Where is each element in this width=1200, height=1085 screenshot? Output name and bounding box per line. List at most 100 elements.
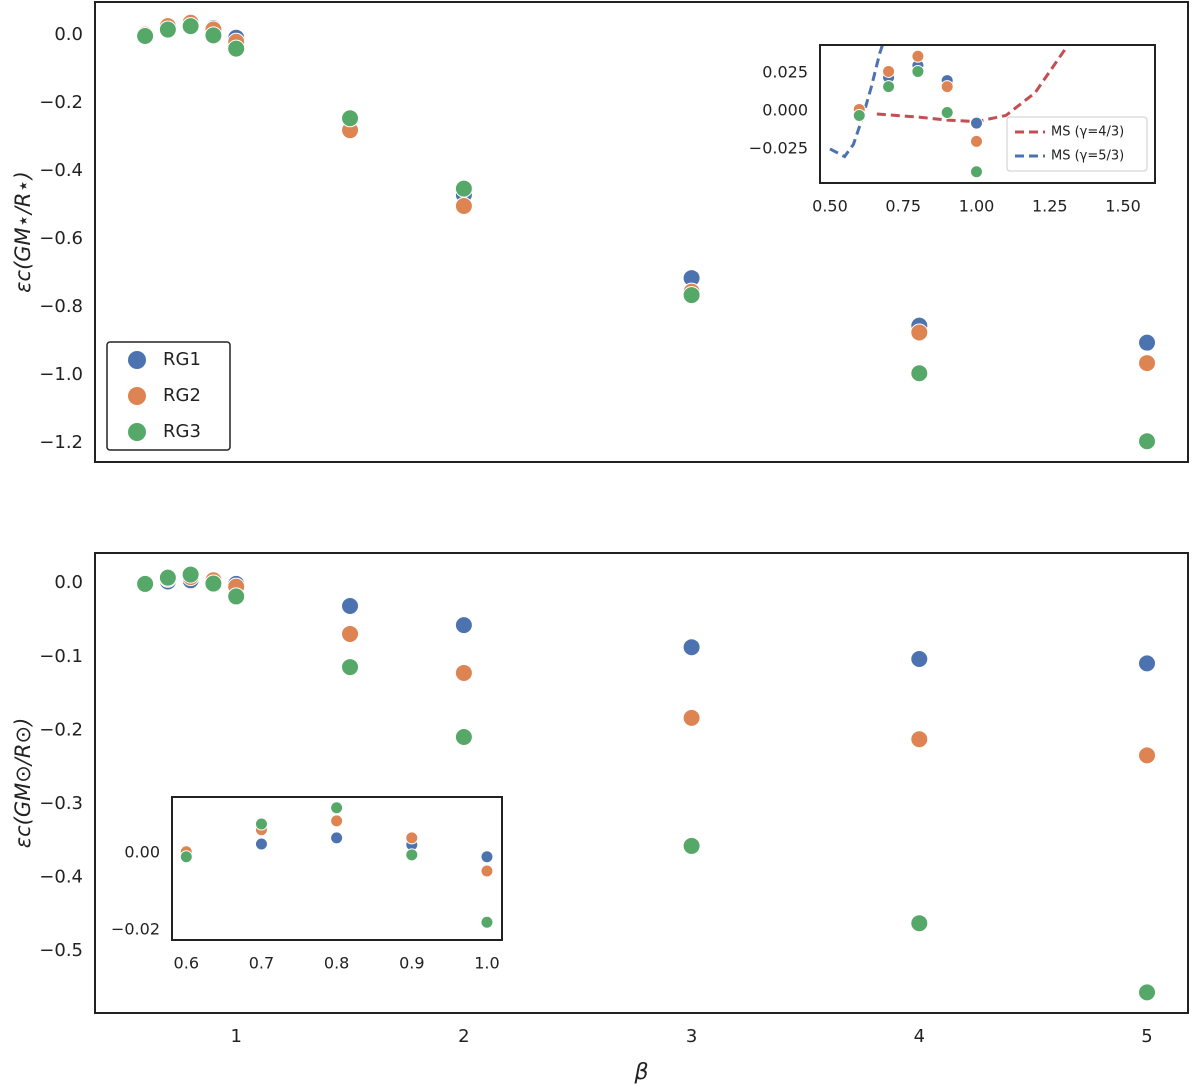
- y-tick-label: 0.025: [762, 62, 808, 81]
- point: [181, 17, 200, 36]
- legend-label: MS (γ=5/3): [1051, 149, 1124, 164]
- point: [330, 801, 344, 815]
- plot-background: [95, 553, 1188, 1013]
- point: [940, 80, 954, 94]
- point: [480, 850, 494, 864]
- point: [970, 134, 984, 148]
- point: [405, 848, 419, 862]
- point: [940, 105, 954, 119]
- point: [882, 64, 896, 78]
- axes-frame: [94, 1, 1189, 463]
- point: [970, 165, 984, 179]
- x-tick-label: 1.0: [474, 954, 499, 973]
- point: [341, 109, 360, 128]
- y-axis-label: εc(GM⊙/R⊙): [11, 718, 35, 849]
- plot-area: [829, 45, 1070, 179]
- plot-area: [136, 13, 1157, 451]
- point: [1138, 746, 1157, 765]
- x-tick-label: 2: [458, 1026, 469, 1047]
- point: [911, 64, 925, 78]
- x-tick-label: 1.00: [959, 197, 995, 216]
- plot-area: [179, 801, 494, 929]
- y-tick-label: 0.000: [762, 100, 808, 119]
- point: [1138, 983, 1157, 1002]
- x-tick-label: 5: [1141, 1026, 1152, 1047]
- point: [181, 565, 200, 584]
- point: [910, 914, 929, 933]
- legend-box: [1006, 116, 1148, 172]
- y-tick-label: −0.025: [749, 138, 808, 157]
- point: [254, 837, 268, 851]
- x-tick-label: 1.50: [1105, 197, 1141, 216]
- y-axis-label: εc(GM⋆/R⋆): [11, 171, 35, 293]
- point: [1138, 333, 1157, 352]
- y-tick-label: 0.0: [54, 24, 83, 45]
- point: [682, 836, 701, 855]
- x-tick-label: 0.50: [812, 197, 848, 216]
- point: [1138, 354, 1157, 373]
- y-tick-label: −1.0: [39, 364, 83, 385]
- point: [204, 26, 223, 45]
- legend-label: MS (γ=4/3): [1051, 125, 1124, 140]
- legend-label: RG3: [163, 421, 201, 442]
- x-tick-label: 1.25: [1032, 197, 1068, 216]
- point: [254, 817, 268, 831]
- legend-label: RG1: [163, 349, 201, 370]
- x-tick-label: 0.6: [174, 954, 199, 973]
- point: [970, 116, 984, 130]
- axes-frame: [171, 796, 503, 941]
- y-tick-label: −0.02: [111, 919, 160, 938]
- point: [682, 638, 701, 657]
- y-tick-label: −0.4: [39, 867, 83, 888]
- point: [341, 624, 360, 643]
- y-tick-label: 0.0: [54, 572, 83, 593]
- point: [454, 196, 473, 215]
- x-tick-label: 0.75: [885, 197, 921, 216]
- point: [136, 26, 155, 45]
- point: [405, 831, 419, 845]
- point: [341, 596, 360, 615]
- y-tick-label: 0.00: [124, 842, 160, 861]
- point: [179, 850, 193, 864]
- y-tick-label: −0.6: [39, 228, 83, 249]
- x-axis-label: β: [633, 1060, 648, 1085]
- point: [341, 658, 360, 677]
- point: [454, 616, 473, 635]
- y-tick-label: −0.3: [39, 793, 83, 814]
- y-tick-label: −1.2: [39, 432, 83, 453]
- point: [1138, 654, 1157, 673]
- x-tick-label: 4: [914, 1026, 925, 1047]
- point: [910, 730, 929, 749]
- point: [330, 814, 344, 828]
- point: [1138, 432, 1157, 451]
- axes-frame: [94, 552, 1189, 1014]
- point: [227, 39, 246, 58]
- point: [158, 20, 177, 39]
- x-tick-label: 1: [230, 1026, 241, 1047]
- x-tick-label: 0.8: [324, 954, 349, 973]
- point: [852, 109, 866, 123]
- point: [682, 286, 701, 305]
- point: [910, 649, 929, 668]
- y-tick-label: −0.5: [39, 940, 83, 961]
- point: [227, 587, 246, 606]
- y-tick-label: −0.2: [39, 719, 83, 740]
- point: [454, 728, 473, 746]
- point: [910, 364, 929, 383]
- y-tick-label: −0.2: [39, 92, 83, 113]
- x-tick-label: 0.9: [399, 954, 424, 973]
- point: [454, 663, 473, 682]
- y-tick-label: −0.1: [39, 646, 83, 667]
- point: [204, 574, 223, 593]
- point: [480, 864, 494, 878]
- point: [480, 915, 494, 929]
- legend-swatch: [128, 423, 146, 441]
- legend-swatch: [128, 351, 146, 369]
- point: [910, 323, 929, 342]
- point: [158, 568, 177, 587]
- point: [882, 80, 896, 94]
- y-tick-label: −0.4: [39, 160, 83, 181]
- x-tick-label: 3: [686, 1026, 697, 1047]
